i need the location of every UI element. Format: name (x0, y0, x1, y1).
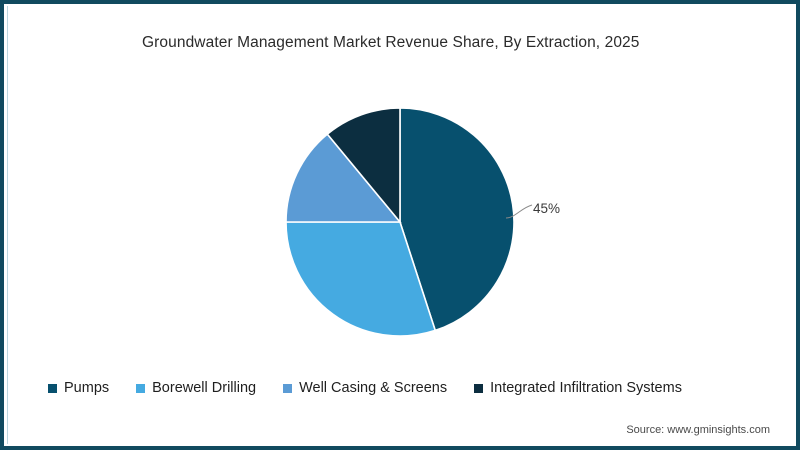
legend-swatch-icon (474, 383, 484, 393)
chart-legend: Pumps Borewell Drilling Well Casing & Scre… (48, 380, 682, 396)
chart-title: Groundwater Management Market Revenue Sh… (142, 34, 640, 51)
source-attribution: Source: www.gminsights.com (626, 424, 770, 436)
frame-border-inner-left (7, 6, 8, 444)
pie-slice-value-label-pumps: 45% (533, 201, 561, 216)
legend-item-pumps[interactable]: Pumps (48, 380, 109, 396)
legend-item-well-casing-screens[interactable]: Well Casing & Screens (283, 380, 447, 396)
frame-border-bottom (0, 446, 800, 450)
pie-chart (285, 107, 515, 337)
legend-swatch-icon (48, 383, 57, 393)
legend-item-label: Well Casing & Screens (299, 380, 448, 396)
pie-slice-integrated-infiltration-systems[interactable] (326, 107, 401, 225)
legend-item-label: Borewell Drilling (152, 380, 257, 396)
pie-slice-borewell-drilling[interactable] (285, 221, 437, 337)
frame-border-top (0, 0, 800, 4)
legend-item-label: Integrated Infiltration Systems (490, 380, 682, 396)
legend-item-label: Pumps (64, 380, 110, 396)
legend-swatch-icon (136, 383, 146, 393)
callout-leader-line (505, 204, 533, 219)
pie-slice-well-casing-screens[interactable] (285, 133, 402, 223)
legend-swatch-icon (283, 383, 293, 393)
legend-item-integrated-infiltration-systems[interactable]: Integrated Infiltration Systems (474, 380, 682, 396)
pie-slice-pumps[interactable] (399, 107, 515, 332)
pie-chart-svg (285, 107, 515, 337)
frame-border-left (0, 0, 4, 450)
legend-item-borewell-drilling[interactable]: Borewell Drilling (136, 380, 256, 396)
frame-border-right (796, 0, 800, 450)
